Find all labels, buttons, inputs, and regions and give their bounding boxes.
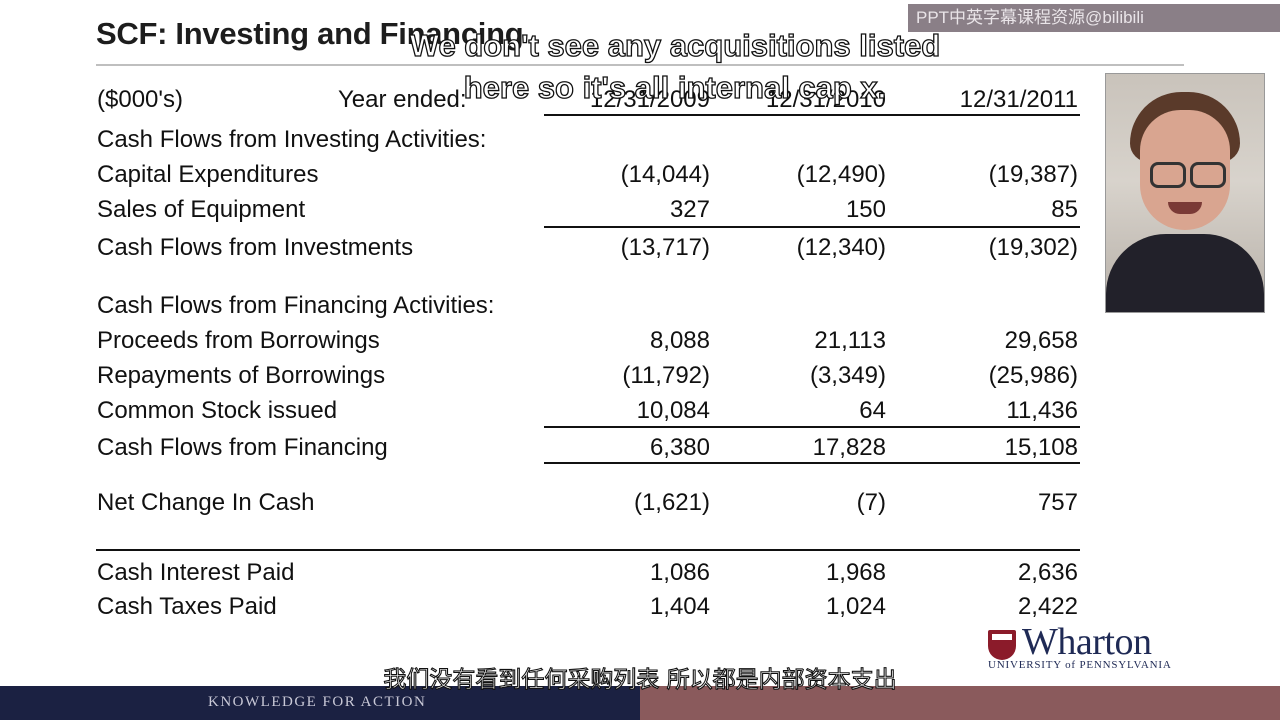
financing-subtotal-rule (544, 426, 1080, 428)
taxes-paid-2010: 1,024 (825, 593, 886, 620)
net-change-2010: (7) (856, 489, 886, 516)
common-stock-label: Common Stock issued (97, 397, 338, 424)
taxes-paid-2011: 2,422 (1017, 593, 1078, 620)
capex-2011: (19,387) (988, 161, 1078, 188)
sales-equipment-2010: 150 (845, 196, 886, 223)
logo-university: UNIVERSITY of PENNSYLVANIA (988, 659, 1172, 671)
investing-section-header: Cash Flows from Investing Activities: (97, 126, 487, 153)
glasses-icon (1190, 162, 1226, 188)
capex-2009: (14,044) (620, 161, 710, 188)
year-2011-header: 12/31/2011 (959, 86, 1078, 113)
proceeds-label: Proceeds from Borrowings (97, 327, 380, 354)
repayments-2011: (25,986) (988, 362, 1078, 389)
taxes-paid-2009: 1,404 (649, 593, 710, 620)
capex-2010: (12,490) (796, 161, 886, 188)
units-label: ($000's) (97, 86, 183, 113)
financing-section-header: Cash Flows from Financing Activities: (97, 292, 495, 319)
logo-wordmark: Wharton (1022, 621, 1152, 663)
watermark: PPT中英字幕课程资源@bilibili (908, 4, 1280, 32)
supplemental-rule (96, 549, 1080, 551)
interest-paid-label: Cash Interest Paid (97, 559, 295, 586)
common-stock-2009: 10,084 (636, 397, 710, 424)
interest-paid-2009: 1,086 (649, 559, 710, 586)
footer-tagline: KNOWLEDGE FOR ACTION (208, 694, 427, 710)
cf-financing-label: Cash Flows from Financing (97, 434, 388, 461)
video-thumbnail (1105, 73, 1265, 313)
subtitle-en-line-1: We don't see any acquisitions listed (409, 27, 941, 63)
net-change-2011: 757 (1037, 489, 1078, 516)
year-2009-header: 12/31/2009 (589, 86, 710, 113)
repayments-2009: (11,792) (622, 362, 710, 389)
cf-investments-label: Cash Flows from Investments (97, 234, 414, 261)
slide-title: SCF: Investing and Financing (96, 16, 524, 51)
presenter-mouth (1168, 202, 1202, 214)
proceeds-2009: 8,088 (649, 327, 710, 354)
common-stock-2010: 64 (859, 397, 886, 424)
penn-shield-icon (988, 630, 1016, 660)
proceeds-2011: 29,658 (1004, 327, 1078, 354)
cf-investments-2010: (12,340) (796, 234, 886, 261)
cf-financing-2011: 15,108 (1004, 434, 1078, 461)
taxes-paid-label: Cash Taxes Paid (97, 593, 277, 620)
net-change-label: Net Change In Cash (97, 489, 315, 516)
repayments-label: Repayments of Borrowings (97, 362, 386, 389)
common-stock-2011: 11,436 (1006, 397, 1078, 424)
interest-paid-2010: 1,968 (825, 559, 886, 586)
cf-investments-2011: (19,302) (988, 234, 1078, 261)
interest-paid-2011: 2,636 (1017, 559, 1078, 586)
proceeds-2010: 21,113 (814, 327, 886, 354)
presenter-shirt (1106, 234, 1264, 312)
wharton-logo: Wharton UNIVERSITY of PENNSYLVANIA (988, 621, 1193, 671)
subtitle-cn: 我们没有看到任何采购列表 所以都是内部资本支出 (383, 666, 897, 693)
cf-financing-2010: 17,828 (812, 434, 886, 461)
year-ended-label: Year ended: (338, 86, 467, 113)
cf-financing-2009: 6,380 (649, 434, 710, 461)
capex-label: Capital Expenditures (97, 161, 319, 188)
glasses-icon (1150, 162, 1186, 188)
title-divider (96, 64, 1184, 66)
cf-investments-2009: (13,717) (620, 234, 710, 261)
footer-bar: KNOWLEDGE FOR ACTION (0, 686, 640, 720)
footer-accent (640, 686, 1280, 720)
header-underline (544, 114, 1080, 116)
investing-subtotal-rule (544, 226, 1080, 228)
subtitle-en-line-2: here so it's all internal cap x. (463, 69, 887, 105)
net-change-2009: (1,621) (633, 489, 710, 516)
year-2010-header: 12/31/2010 (765, 86, 886, 113)
sales-equipment-2011: 85 (1051, 196, 1078, 223)
sales-equipment-label: Sales of Equipment (97, 196, 306, 223)
repayments-2010: (3,349) (809, 362, 886, 389)
sales-equipment-2009: 327 (669, 196, 710, 223)
financing-total-rule (544, 462, 1080, 464)
